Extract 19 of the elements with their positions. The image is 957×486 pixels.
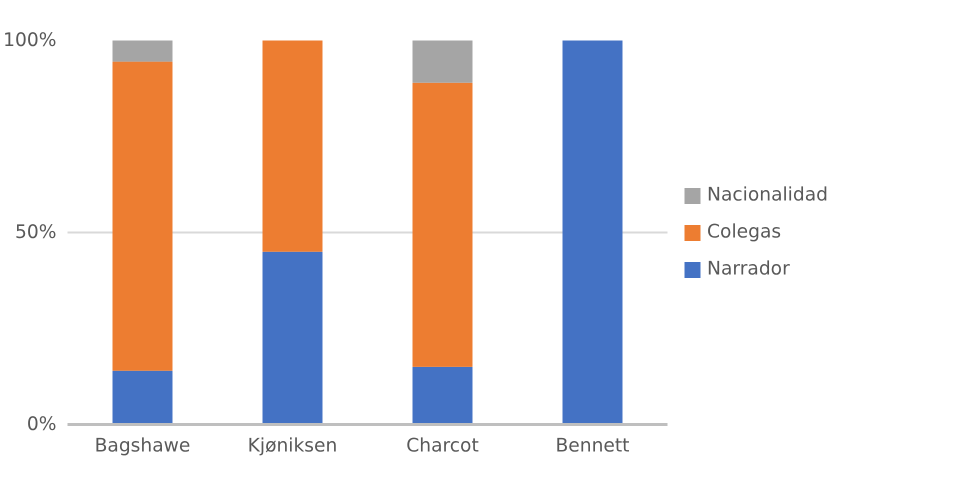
bar	[112, 62, 172, 371]
bar	[412, 366, 472, 424]
x-tick-label: Bennett	[555, 436, 630, 456]
legend-label: Nacionalidad	[707, 184, 828, 206]
y-tick-label: 50%	[15, 222, 56, 243]
x-tick-label: Bagshawe	[94, 436, 190, 456]
bar	[412, 82, 472, 367]
y-tick-label: 100%	[3, 30, 57, 51]
x-tick-label: Charcot	[406, 436, 479, 456]
bar	[262, 40, 322, 252]
bar	[112, 40, 172, 62]
bar	[562, 40, 622, 424]
x-tick-label: Kjøniksen	[248, 436, 338, 456]
bar	[262, 252, 322, 424]
bar	[112, 370, 172, 424]
legend-label: Narrador	[707, 258, 790, 280]
legend-label: Colegas	[707, 222, 782, 242]
y-tick-label: 0%	[26, 414, 57, 435]
bar	[412, 40, 472, 83]
